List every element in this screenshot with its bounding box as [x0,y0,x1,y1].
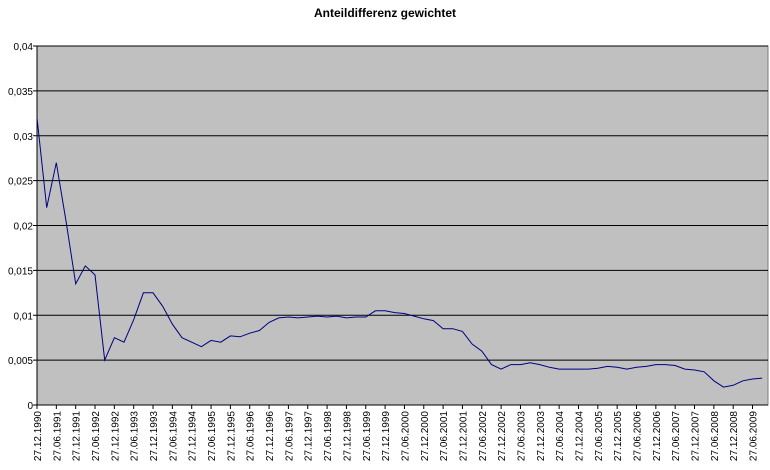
x-tick-label: 27.12.1991 [72,411,83,461]
x-tick-label: 27.12.1996 [265,411,276,461]
x-tick-label: 27.12.2004 [574,411,585,461]
x-tick-label: 27.12.2008 [729,411,740,461]
x-tick-label: 27.06.1998 [323,411,334,461]
y-tick-label: 0,01 [14,311,34,322]
x-tick-label: 27.12.2005 [613,411,624,461]
x-tick-label: 27.06.2003 [516,411,527,461]
x-tick-label: 27.12.1992 [110,411,121,461]
x-tick-label: 27.06.1995 [207,411,218,461]
y-tick-label: 0,035 [8,87,33,98]
y-tick-label: 0,02 [14,222,34,233]
x-tick-label: 27.12.2002 [497,411,508,461]
x-tick-label: 27.06.2006 [632,411,643,461]
x-tick-label: 27.12.2007 [691,411,702,461]
x-tick-label: 27.06.2005 [594,411,605,461]
x-tick-label: 27.12.2000 [420,411,431,461]
y-tick-label: 0,025 [8,177,33,188]
x-tick-label: 27.06.1996 [246,411,257,461]
x-tick-label: 27.06.1991 [52,411,63,461]
y-tick-label: 0,03 [14,132,34,143]
chart-title: Anteildifferenz gewichtet [314,6,456,20]
x-tick-label: 27.06.2009 [749,411,760,461]
y-tick-label: 0,005 [8,356,33,367]
x-tick-label: 27.12.1998 [342,411,353,461]
x-tick-label: 27.06.2007 [671,411,682,461]
y-tick-label: 0,04 [14,42,34,53]
x-tick-label: 27.12.1999 [381,411,392,461]
x-tick-label: 27.06.1994 [168,411,179,461]
x-tick-label: 27.06.2000 [400,411,411,461]
x-tick-label: 27.06.2008 [710,411,721,461]
x-tick-label: 27.06.1993 [130,411,141,461]
x-tick-label: 27.06.2002 [478,411,489,461]
x-tick-label: 27.06.2004 [555,411,566,461]
x-tick-label: 27.12.1997 [304,411,315,461]
x-tick-label: 27.12.2006 [652,411,663,461]
x-tick-label: 27.12.2003 [536,411,547,461]
x-tick-label: 27.06.2001 [439,411,450,461]
x-tick-label: 27.12.1993 [149,411,160,461]
x-tick-label: 27.06.1992 [91,411,102,461]
y-tick-label: 0,015 [8,266,33,277]
x-tick-label: 27.06.1999 [362,411,373,461]
x-tick-label: 27.12.2001 [458,411,469,461]
y-tick-label: 0 [27,401,33,412]
x-tick-label: 27.06.1997 [284,411,295,461]
line-series [36,117,763,388]
x-tick-label: 27.12.1994 [188,411,199,461]
x-tick-label: 27.12.1990 [33,411,44,461]
x-tick-label: 27.12.1995 [226,411,237,461]
